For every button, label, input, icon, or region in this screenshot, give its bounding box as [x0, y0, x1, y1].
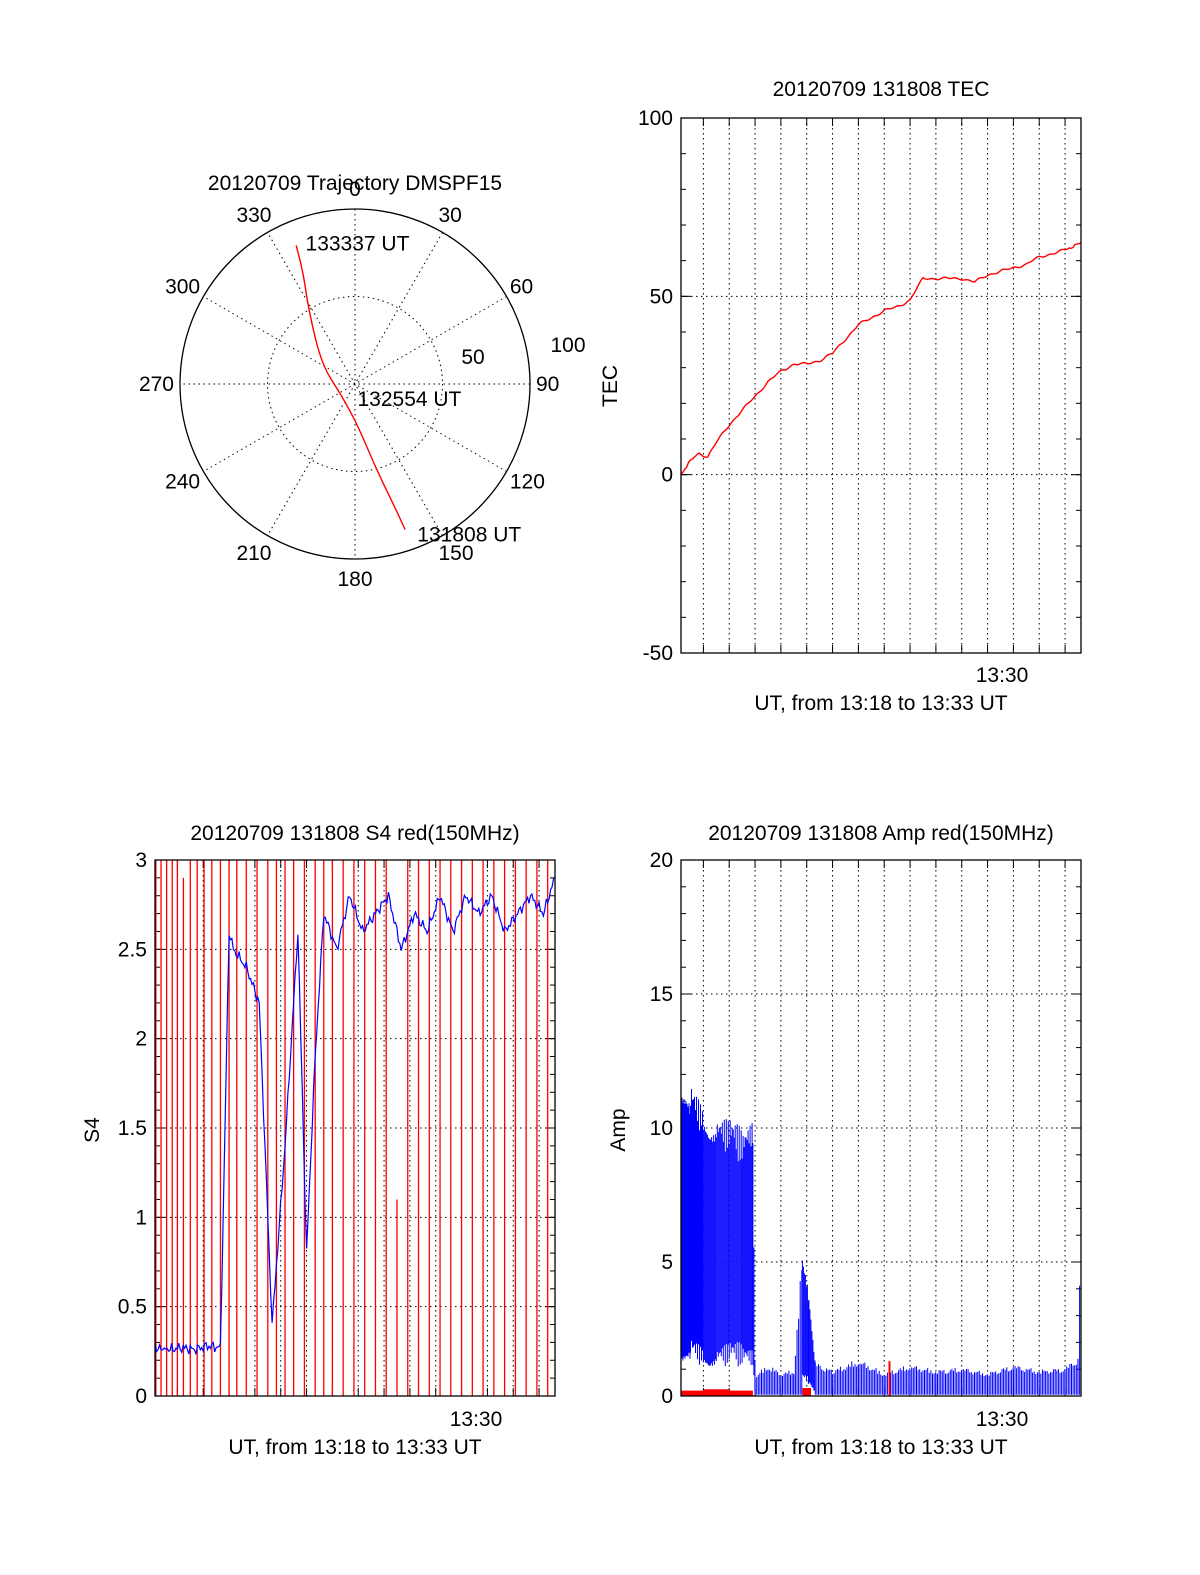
polar-grid	[180, 209, 530, 559]
amp-red-trace	[681, 1390, 704, 1396]
polar-outer-ring	[179, 208, 531, 560]
polar-angle-labels: 0 30 60 90 120 150 180 210 240 270 300 330	[139, 178, 559, 591]
s4-grid	[155, 859, 555, 1397]
tec-ytick-label: 100	[638, 107, 673, 130]
amp-plot-frame	[680, 859, 1082, 1397]
s4-y-tick-labels: 0 0.5 1 1.5 2 2.5 3	[118, 849, 147, 1408]
polar-radial-label-50: 50	[461, 346, 484, 369]
tec-ytick-label: -50	[643, 642, 673, 665]
s4-x-axis-label: UT, from 13:18 to 13:33 UT	[228, 1436, 481, 1459]
polar-angle-label: 120	[510, 471, 545, 494]
trajectory-mid-label: 132554 UT	[357, 388, 461, 411]
s4-red-series	[155, 860, 549, 1396]
amp-ytick-label: 15	[650, 983, 673, 1006]
amp-ytick-label: 5	[661, 1251, 673, 1274]
trajectory-end-label: 133337 UT	[306, 233, 410, 256]
s4-title: 20120709 131808 S4 red(150MHz)	[190, 822, 519, 845]
polar-angle-label: 0	[349, 178, 361, 201]
polar-ring-50	[267, 296, 443, 472]
s4-ytick-label: 2.5	[118, 938, 147, 961]
amp-title: 20120709 131808 Amp red(150MHz)	[708, 822, 1054, 845]
polar-angle-label: 330	[236, 204, 271, 227]
tec-x-axis-label: UT, from 13:18 to 13:33 UT	[754, 692, 1007, 715]
polar-trajectory-chart: 20120709 Trajectory DMSPF15 0 30 60 90 120 15…	[139, 172, 586, 591]
tec-grid	[681, 117, 1081, 654]
s4-ytick-label: 0	[135, 1385, 147, 1408]
polar-angle-label: 210	[236, 542, 271, 565]
amp-chart: 20120709 131808 Amp red(150MHz) 0 5 10 15 20…	[607, 822, 1082, 1459]
s4-x-tick-label: 13:30	[450, 1408, 503, 1431]
s4-blue-series-line	[154, 877, 556, 1355]
polar-angle-label: 30	[439, 204, 462, 227]
trajectory-start-label: 131808 UT	[417, 523, 521, 546]
polar-angle-label: 90	[536, 373, 559, 396]
polar-angle-label: 60	[510, 276, 533, 299]
amp-ytick-label: 20	[650, 849, 673, 872]
tec-x-tick-label: 13:30	[976, 664, 1029, 687]
tec-plot-frame	[680, 117, 1082, 654]
s4-ytick-label: 2	[135, 1028, 147, 1051]
tec-ytick-label: 0	[661, 464, 673, 487]
tec-chart: 20120709 131808 TEC -50 0 50 100 13:30 UT, …	[599, 78, 1082, 715]
polar-angle-label: 240	[165, 471, 200, 494]
amp-blue-series	[680, 1089, 1081, 1395]
amp-red-series	[681, 1361, 891, 1396]
s4-chart: 20120709 131808 S4 red(150MHz) 0 0.5 1 1.5 2…	[81, 822, 556, 1459]
amp-red-trace	[703, 1389, 730, 1396]
s4-y-axis-label: S4	[81, 1117, 104, 1143]
trajectory-track	[295, 245, 406, 530]
tec-series-line	[680, 242, 1082, 475]
amp-x-tick-label: 13:30	[976, 1408, 1029, 1431]
amp-ytick-label: 0	[661, 1385, 673, 1408]
tec-ytick-label: 50	[650, 285, 673, 308]
s4-ytick-label: 0.5	[118, 1296, 147, 1319]
polar-angle-label: 270	[139, 373, 174, 396]
tec-y-axis-label: TEC	[599, 365, 622, 407]
s4-plot-frame	[154, 859, 556, 1397]
tec-title: 20120709 131808 TEC	[773, 78, 990, 101]
tec-y-tick-labels: -50 0 50 100	[638, 107, 673, 665]
polar-angle-label: 150	[439, 542, 474, 565]
amp-ytick-label: 10	[650, 1117, 673, 1140]
polar-angle-label: 300	[165, 276, 200, 299]
s4-ytick-label: 1.5	[118, 1117, 147, 1140]
amp-red-trace	[802, 1388, 811, 1396]
amp-y-tick-labels: 0 5 10 15 20	[650, 849, 673, 1408]
polar-angle-label: 180	[337, 568, 372, 591]
s4-ytick-label: 3	[135, 849, 147, 872]
amp-x-axis-label: UT, from 13:18 to 13:33 UT	[754, 1436, 1007, 1459]
polar-title: 20120709 Trajectory DMSPF15	[208, 172, 502, 195]
s4-ytick-label: 1	[135, 1206, 147, 1229]
polar-radial-label-100: 100	[550, 334, 585, 357]
amp-red-trace	[888, 1361, 891, 1396]
amp-y-axis-label: Amp	[607, 1108, 630, 1151]
amp-red-trace	[729, 1390, 753, 1396]
polar-spoke-150	[267, 232, 443, 536]
